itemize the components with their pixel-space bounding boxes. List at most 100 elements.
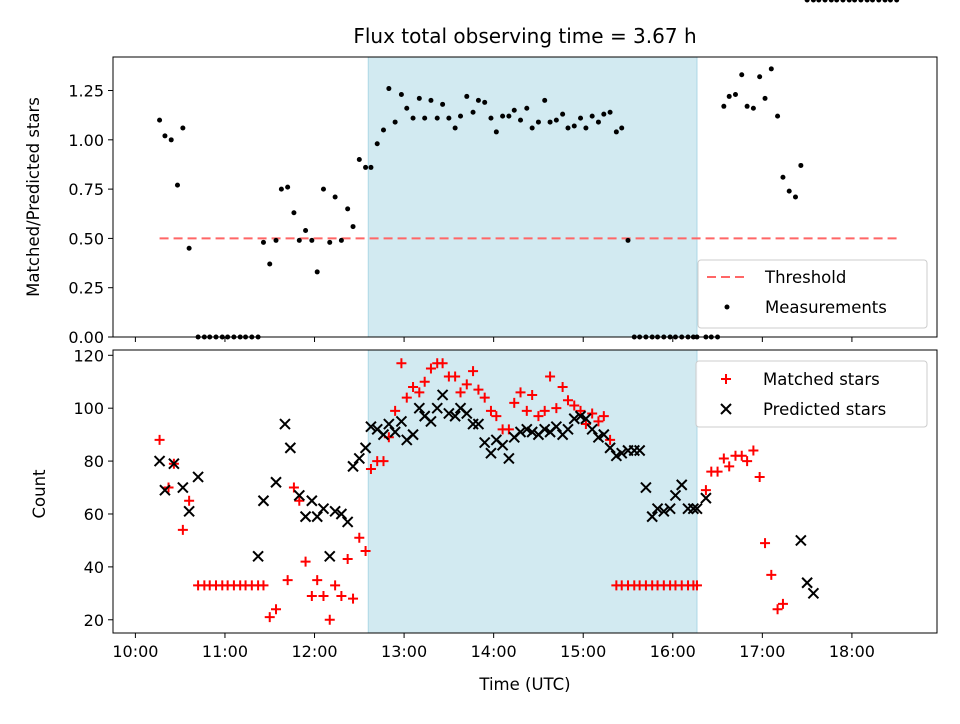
x-tick-label: 16:00 — [650, 642, 696, 661]
legend-matched-swatch — [721, 374, 731, 384]
measurement-point — [416, 95, 422, 101]
matched-star-point — [312, 575, 323, 586]
measurement-point — [356, 157, 362, 163]
matched-star-point — [593, 416, 604, 427]
predicted-star-point — [335, 508, 348, 520]
matched-star-point — [598, 411, 609, 422]
measurement-point — [804, 0, 810, 3]
predicted-star-point — [324, 550, 336, 563]
measurement-point — [267, 261, 273, 267]
measurement-point — [332, 194, 338, 200]
measurement-point — [601, 111, 607, 117]
bottom-y-tick-label: 80 — [84, 452, 104, 471]
bottom-y-tick-label: 120 — [73, 346, 104, 365]
predicted-star-point — [669, 489, 682, 502]
measurement-point — [810, 0, 816, 3]
matched-star-point — [691, 580, 702, 591]
measurement-point — [338, 237, 344, 243]
measurement-point — [511, 107, 517, 113]
measurement-point — [762, 95, 768, 101]
predicted-star-point — [168, 458, 180, 470]
top-y-tick-label: 0.00 — [68, 328, 104, 347]
bottom-legend: Matched stars Predicted stars — [695, 360, 928, 428]
measurement-point — [500, 113, 506, 119]
measurement-point — [327, 239, 333, 245]
measurement-point — [434, 115, 440, 121]
measurement-point — [846, 0, 852, 3]
matched-star-point — [473, 384, 484, 395]
top-y-axis-label: Matched/Predicted stars — [24, 97, 43, 297]
predicted-star-point — [293, 489, 306, 502]
measurement-point — [506, 113, 512, 119]
matched-star-point — [736, 450, 747, 461]
measurement-point — [278, 186, 284, 192]
measurement-point — [852, 0, 858, 3]
measurement-point — [273, 237, 279, 243]
measurement-point — [440, 101, 446, 107]
predicted-star-point — [365, 420, 377, 433]
matched-star-point — [718, 453, 729, 464]
matched-star-point — [587, 408, 598, 419]
predicted-star-point — [598, 428, 610, 441]
measurement-point — [619, 125, 625, 131]
predicted-star-point — [153, 455, 166, 467]
measurement-point — [625, 237, 631, 243]
matched-star-point — [177, 524, 188, 535]
x-tick-label: 17:00 — [739, 642, 785, 661]
x-tick-label: 18:00 — [829, 642, 875, 661]
measurement-point — [535, 119, 541, 125]
predicted-star-point — [353, 452, 366, 465]
matched-star-point — [515, 387, 526, 398]
measurement-point — [750, 105, 756, 111]
measurement-point — [595, 119, 601, 125]
measurement-point — [864, 0, 870, 3]
predicted-star-point — [801, 577, 813, 589]
predicted-star-point — [279, 418, 291, 430]
measurement-point — [446, 115, 452, 121]
predicted-star-point — [676, 479, 688, 491]
measurement-point — [309, 237, 315, 243]
measurement-point — [464, 93, 470, 99]
predicted-star-point — [317, 502, 330, 515]
measurement-point — [870, 0, 876, 3]
measurement-point — [493, 129, 499, 135]
predicted-star-point — [640, 481, 652, 494]
matched-star-point — [760, 538, 771, 549]
x-tick-label: 13:00 — [381, 642, 427, 661]
bottom-y-axis-label: Count — [30, 469, 49, 519]
matched-star-point — [258, 580, 269, 591]
matched-star-point — [748, 445, 759, 456]
measurement-point — [363, 164, 369, 170]
matched-star-point — [264, 612, 275, 623]
top-y-tick-label: 0.50 — [68, 229, 104, 248]
bottom-y-tick-label: 20 — [84, 611, 104, 630]
measurement-point — [260, 239, 266, 245]
predicted-star-point — [503, 452, 515, 465]
matched-star-point — [365, 464, 376, 475]
measurement-point — [798, 162, 804, 168]
measurement-point — [368, 164, 374, 170]
matched-star-point — [282, 575, 293, 586]
predicted-star-point — [341, 516, 354, 528]
measurement-point — [876, 0, 882, 3]
predicted-star-point — [658, 505, 670, 518]
predicted-star-point — [604, 442, 616, 454]
measurement-point — [186, 245, 192, 251]
top-y-tick-label: 0.25 — [68, 279, 104, 298]
measurement-point — [470, 109, 476, 115]
top-y-tick-label: 0.75 — [68, 180, 104, 199]
measurement-point — [524, 105, 530, 111]
top-legend: Threshold Measurements — [697, 259, 928, 329]
matched-star-point — [551, 403, 562, 414]
top-shaded-span — [367, 56, 698, 338]
measurement-point — [816, 0, 822, 3]
matched-star-point — [777, 598, 788, 609]
measurement-point — [303, 228, 309, 234]
predicted-star-point — [183, 505, 195, 518]
predicted-star-point — [159, 484, 171, 496]
measurement-point — [744, 103, 750, 109]
bottom-panel-frame — [112, 349, 938, 634]
bottom-y-tick-label: 60 — [84, 505, 104, 524]
measurement-point — [565, 125, 571, 131]
predicted-star-point — [192, 471, 204, 483]
